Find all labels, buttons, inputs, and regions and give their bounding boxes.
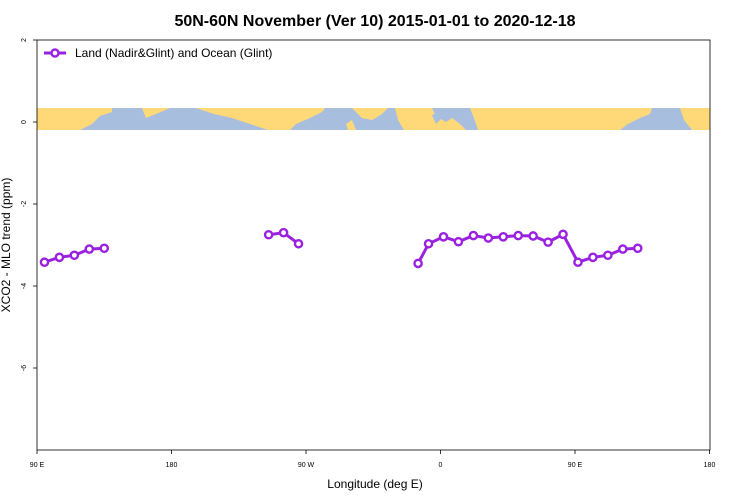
data-point [54, 252, 65, 263]
data-point [618, 244, 628, 254]
x-tick-label: 90 E [568, 462, 583, 469]
land-shape [680, 108, 710, 130]
y-tick-label: -6 [21, 365, 28, 371]
data-point [423, 238, 434, 249]
data-point [528, 231, 538, 241]
land-shape [346, 120, 356, 130]
x-tick-label: 90 E [30, 462, 45, 469]
land-shape [196, 108, 325, 130]
x-tick-label: 0 [439, 462, 443, 469]
land-shape [352, 108, 388, 120]
data-series [39, 227, 643, 269]
data-point [588, 252, 598, 263]
data-point [293, 238, 304, 249]
x-tick-label: 180 [704, 462, 716, 469]
chart-title: 50N-60N November (Ver 10) 2015-01-01 to … [174, 13, 575, 30]
data-point [99, 243, 110, 254]
data-point [84, 244, 95, 254]
series-line [416, 232, 638, 265]
land-sea-inlet [432, 112, 442, 124]
x-axis: 90 E 180 90 W 0 90 E 180 [30, 450, 716, 469]
data-point [543, 237, 553, 247]
data-point [483, 233, 494, 243]
data-point [498, 231, 509, 242]
plot-frame [36, 39, 711, 451]
land-shape [395, 108, 466, 130]
y-tick-label: 2 [21, 38, 28, 42]
x-tick-label: 90 W [298, 462, 315, 469]
data-point [558, 229, 568, 240]
map-band [37, 108, 710, 130]
data-point [438, 231, 449, 242]
land-shape [37, 108, 112, 130]
data-point [39, 257, 50, 268]
data-point [573, 257, 583, 268]
x-tick-label: 180 [166, 462, 178, 469]
y-tick-label: 0 [21, 120, 28, 124]
legend-label: Land (Nadir&Glint) and Ocean (Glint) [75, 46, 272, 60]
data-point [263, 229, 274, 240]
land-shape [142, 108, 170, 118]
legend-point-marker [50, 48, 60, 58]
y-axis-title: XCO2 - MLO trend (ppm) [0, 178, 13, 313]
y-axis: 2 0 -2 -4 -6 [21, 38, 37, 371]
legend: Land (Nadir&Glint) and Ocean (Glint) [44, 46, 272, 60]
data-point [278, 227, 289, 238]
data-point [453, 236, 464, 247]
data-point [632, 243, 643, 254]
data-point [603, 250, 613, 261]
land-shape [470, 108, 652, 130]
y-tick-label: -2 [21, 201, 28, 207]
data-point [69, 250, 80, 261]
map-land [37, 108, 710, 130]
data-point [513, 230, 524, 241]
x-axis-title: Longitude (deg E) [327, 477, 422, 491]
data-point [413, 258, 423, 269]
y-tick-label: -4 [21, 283, 28, 289]
data-point [468, 230, 479, 241]
